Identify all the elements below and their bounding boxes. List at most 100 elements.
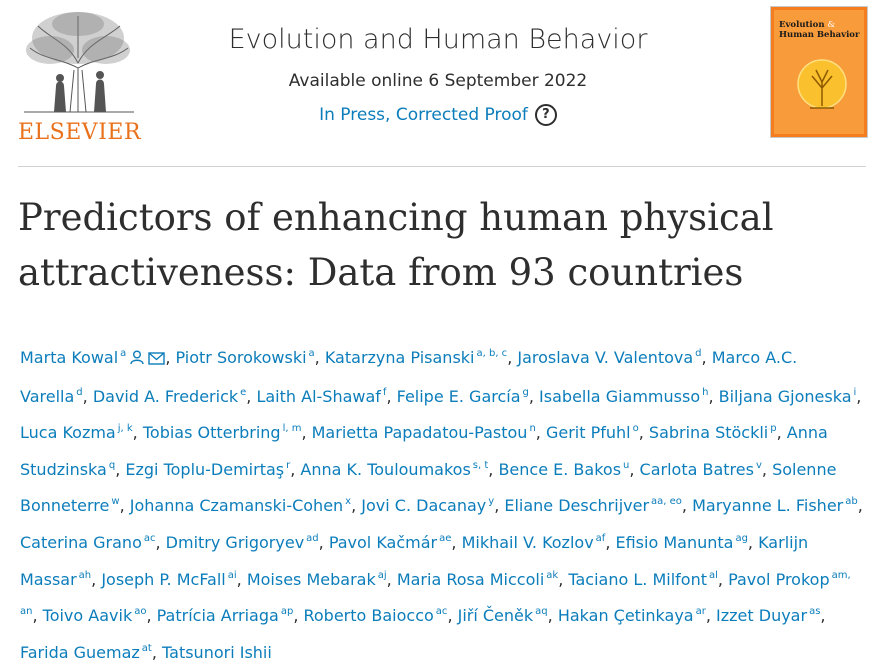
author-affiliation[interactable]: aj [377, 569, 387, 581]
author-affiliation[interactable]: l, m [282, 423, 302, 435]
author-name[interactable]: Toivo Aavik [42, 606, 133, 626]
author-name[interactable]: Laith Al-Shawaf [256, 386, 381, 406]
author-affiliation[interactable]: aq [535, 606, 548, 618]
author-name[interactable]: Pavol Kačmár [328, 532, 438, 552]
author-affiliation[interactable]: al [708, 569, 718, 581]
author-name[interactable]: Tatsunori Ishii [162, 642, 272, 662]
online-date: Available online 6 September 2022 [288, 71, 588, 91]
author-affiliation[interactable]: s, t [472, 459, 489, 471]
author-name[interactable]: Jiří Čeněk [457, 606, 534, 626]
author-affiliation[interactable]: ah [78, 569, 92, 581]
author-affiliation[interactable]: e [240, 386, 247, 398]
author-name[interactable]: Tobias Otterbring [142, 423, 281, 443]
author-affiliation[interactable]: ar [695, 606, 706, 618]
author-name[interactable]: Marta Kowal [20, 348, 119, 367]
article-status-label[interactable]: In Press, Corrected Proof [319, 105, 528, 125]
author-name[interactable]: Izzet Duyar [716, 606, 808, 626]
person-icon[interactable] [130, 344, 145, 377]
journal-title[interactable]: Evolution and Human Behavior [228, 24, 648, 55]
author-name[interactable]: Roberto Baiocco [303, 606, 434, 626]
author-name[interactable]: Hakan Çetinkaya [557, 606, 694, 626]
author-name[interactable]: Mikhail V. Kozlov [461, 532, 594, 552]
author-affiliation[interactable]: y [488, 496, 495, 508]
author-affiliation[interactable]: q [108, 459, 116, 471]
author-name[interactable]: Johanna Czamanski-Cohen [129, 496, 344, 516]
author-affiliation[interactable]: ai [227, 569, 237, 581]
article-status-link[interactable]: In Press, Corrected Proof ? [319, 102, 557, 128]
author-name[interactable]: Eliane Deschrijver [504, 496, 650, 516]
author-affiliation[interactable]: aa, eo [651, 496, 682, 508]
author-name[interactable]: Felipe E. García [396, 386, 521, 406]
author-name[interactable]: Pavol Prokop [728, 569, 830, 589]
author-affiliation[interactable]: h [702, 386, 709, 398]
journal-cover[interactable]: Evolution & Human Behavior [770, 6, 868, 138]
author-affiliation[interactable]: g [522, 386, 529, 398]
author-name[interactable]: Caterina Grano [20, 532, 142, 552]
author-affiliation[interactable]: p [770, 423, 777, 435]
author-affiliation[interactable]: n [529, 423, 536, 435]
publisher-logo[interactable]: ELSEVIER [18, 8, 141, 145]
author-affiliation[interactable]: ap [280, 606, 294, 618]
author-affiliation[interactable]: ak [546, 569, 559, 581]
author-name[interactable]: Taciano L. Milfont [568, 569, 707, 589]
author-item: Farida Guemaz at [20, 643, 152, 662]
author-name[interactable]: Marietta Papadatou-Pastou [311, 423, 528, 443]
author-separator: , [165, 348, 176, 367]
author-name[interactable]: Anna Studzinska [20, 423, 828, 479]
author-affiliation[interactable]: ao [134, 606, 147, 618]
author-affiliation[interactable]: ab [845, 496, 858, 508]
author-affiliation[interactable]: f [382, 386, 387, 398]
author-name[interactable]: Farida Guemaz [20, 642, 140, 662]
author-name[interactable]: Anna K. Touloumakos [300, 459, 471, 479]
author-name[interactable]: Luca Kozma [20, 423, 116, 443]
author-affiliation[interactable]: d [695, 348, 702, 359]
envelope-icon[interactable] [148, 344, 166, 377]
author-name[interactable]: Maryanne L. Fisher [692, 496, 844, 516]
author-name[interactable]: Jovi C. Dacanay [361, 496, 487, 516]
author-name[interactable]: Isabella Giammusso [539, 386, 701, 406]
author-name[interactable]: Patrícia Arriaga [156, 606, 279, 626]
author-affiliation[interactable]: as [809, 606, 821, 618]
author-name[interactable]: Jaroslava V. Valentova [517, 348, 694, 367]
author-name[interactable]: Moises Mebarak [246, 569, 376, 589]
author-name[interactable]: Biljana Gjoneska [718, 386, 852, 406]
author-name[interactable]: Carlota Batres [639, 459, 754, 479]
author-name[interactable]: Ezgi Toplu-Demirtaş [125, 459, 285, 479]
author-affiliation[interactable]: ag [735, 532, 748, 544]
author-separator: , [115, 459, 126, 479]
author-affiliation[interactable]: j, k [117, 423, 133, 435]
author-affiliation[interactable]: v [755, 459, 762, 471]
author-affiliation[interactable]: ad [306, 532, 319, 544]
elsevier-tree-logo-icon [24, 12, 134, 113]
author-name[interactable]: David A. Frederick [92, 386, 239, 406]
author-affiliation[interactable]: ac [143, 532, 156, 544]
author-affiliation[interactable]: ac [435, 606, 448, 618]
author-affiliation[interactable]: am, an [20, 569, 851, 618]
author-name[interactable]: Bence E. Bakos [498, 459, 622, 479]
author-name[interactable]: Marco A.C. Varella [20, 348, 798, 406]
author-name[interactable]: Karlijn Massar [20, 532, 809, 589]
author-affiliation[interactable]: d [76, 386, 83, 398]
author-name[interactable]: Efisio Manunta [615, 532, 734, 552]
author-affiliation[interactable]: a, b, c [476, 348, 508, 359]
author-name[interactable]: Katarzyna Pisanski [324, 348, 475, 367]
author-name[interactable]: Dmitry Grigoryev [165, 532, 305, 552]
author-affiliation[interactable]: at [141, 642, 152, 654]
author-name[interactable]: Joseph P. McFall [101, 569, 226, 589]
author-affiliation[interactable]: ae [439, 532, 452, 544]
author-affiliation[interactable]: w [111, 496, 120, 508]
author-affiliation[interactable]: r [286, 459, 291, 471]
help-icon[interactable]: ? [534, 104, 557, 126]
author-name[interactable]: Solenne Bonneterre [20, 459, 837, 516]
author-affiliation[interactable]: o [632, 423, 639, 435]
author-name[interactable]: Sabrina Stöckli [648, 423, 769, 443]
author-name[interactable]: Piotr Sorokowski [175, 348, 307, 367]
author-name[interactable]: Maria Rosa Miccoli [396, 569, 545, 589]
author-affiliation[interactable]: af [595, 532, 606, 544]
author-affiliation[interactable]: i [853, 386, 857, 398]
author-name[interactable]: Gerit Pfuhl [545, 423, 631, 443]
author-affiliation[interactable]: x [345, 496, 352, 508]
author-affiliation[interactable]: a [120, 348, 127, 359]
author-affiliation[interactable]: a [308, 348, 315, 359]
author-affiliation[interactable]: u [623, 459, 630, 471]
